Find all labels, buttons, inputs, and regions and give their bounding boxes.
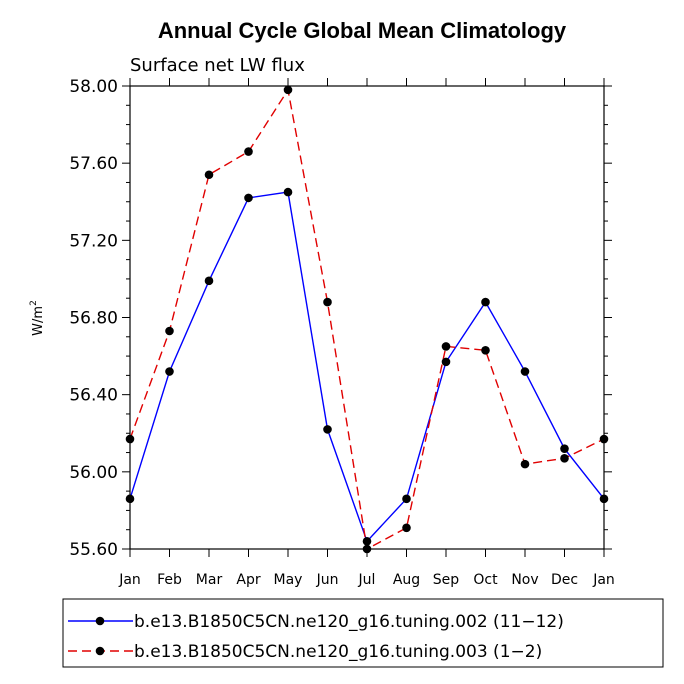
series-2-point (362, 544, 372, 554)
series-2-point (481, 345, 490, 355)
series-2-point (599, 434, 609, 444)
series-1-point (165, 367, 174, 376)
y-tick-label: 56.00 (69, 463, 118, 483)
chart-subtitle: Surface net LW flux (130, 55, 305, 76)
series-1-point (520, 367, 530, 376)
x-tick-label: Oct (473, 572, 498, 588)
series-2-point (244, 147, 253, 156)
series-1-point (204, 276, 214, 286)
x-tick-label: Nov (511, 572, 538, 588)
series-1-point (283, 187, 293, 197)
chart-title: Annual Cycle Global Mean Climatology (158, 18, 567, 43)
x-tick-label: Mar (196, 572, 223, 588)
series-2-point (204, 170, 214, 180)
series-1-point (402, 494, 411, 504)
x-tick-label: Jul (358, 572, 376, 588)
series-2-point (560, 454, 569, 463)
series-2-point (283, 85, 293, 95)
y-axis-label-superscript: 2 (29, 300, 39, 306)
series-layer (125, 85, 609, 554)
y-tick-label: 58.00 (69, 77, 118, 97)
series-1-point (560, 444, 569, 453)
legend-label-1: b.e13.B1850C5CN.ne120_g16.tuning.002 (11… (134, 612, 564, 632)
legend-label-2: b.e13.B1850C5CN.ne120_g16.tuning.003 (1−… (134, 642, 542, 662)
x-tick-label: Jan (118, 572, 141, 588)
series-line-1 (129, 191, 605, 543)
legend-marker-1 (95, 616, 105, 626)
y-axis-label: W/m2 (29, 300, 46, 336)
series-2-point (125, 434, 135, 444)
series-2-point (165, 326, 174, 336)
x-tick-label: Jun (316, 572, 339, 588)
series-2-point (323, 297, 332, 307)
x-tick-label: Apr (236, 572, 260, 588)
y-tick-label: 56.80 (69, 309, 118, 329)
series-1-point (441, 357, 451, 367)
series-1-point (481, 297, 490, 307)
y-tick-label: 56.40 (69, 386, 118, 406)
y-axis: 55.60 56.00 56.40 56.80 57.20 57.60 58.00 (69, 77, 612, 560)
y-tick-label: 57.60 (69, 154, 118, 174)
series-2-point (402, 523, 411, 533)
x-tick-label: Sep (433, 572, 460, 588)
legend-box (62, 598, 664, 668)
x-tick-label: Aug (393, 572, 420, 588)
series-1-point (599, 494, 609, 504)
plot-frame (129, 85, 605, 550)
x-tick-label: Jan (592, 572, 615, 588)
legend: b.e13.B1850C5CN.ne120_g16.tuning.002 (11… (62, 598, 664, 668)
x-axis: Jan Feb Mar Apr May Jun Jul Aug Sep Oct Nov Dec Jan (118, 78, 615, 588)
x-tick-label: Feb (157, 572, 182, 588)
legend-marker-2 (95, 646, 105, 656)
series-1-point (125, 494, 135, 504)
y-tick-label: 55.60 (69, 540, 118, 560)
x-tick-label: May (274, 572, 303, 588)
series-2-point (441, 342, 451, 351)
series-line-2 (129, 88, 605, 551)
series-1-point (362, 536, 372, 546)
y-axis-label-text: W/m (31, 306, 46, 336)
series-1-point (323, 425, 332, 434)
series-2-point (520, 459, 530, 469)
y-tick-label: 57.20 (69, 231, 118, 251)
svg-text:W/m2: W/m2 (29, 300, 46, 336)
x-tick-label: Dec (551, 572, 578, 588)
series-1-point (244, 193, 253, 203)
